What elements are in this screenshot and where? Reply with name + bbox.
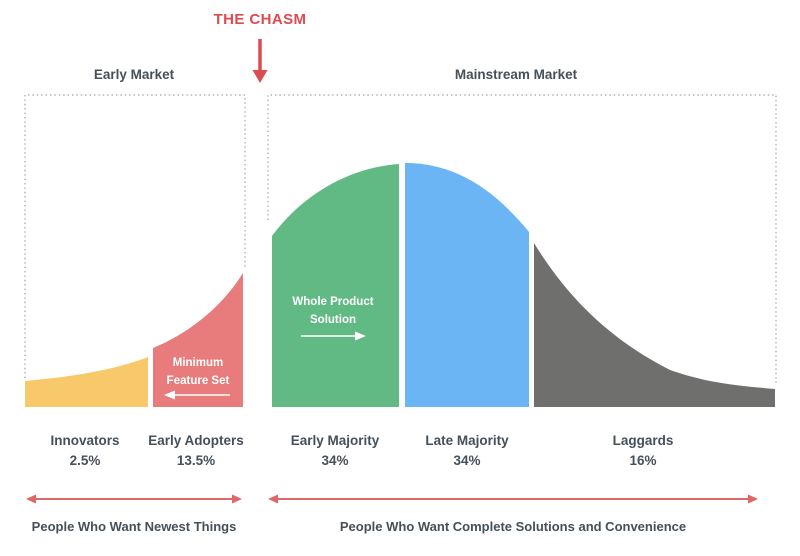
segment-label-early-majority: Early Majority 34% <box>291 433 380 468</box>
early-market-title: Early Market <box>94 67 175 82</box>
early-majority-name: Early Majority <box>291 433 380 448</box>
late-majority-name: Late Majority <box>425 433 509 448</box>
laggards-area <box>534 243 775 407</box>
mainstream-market-dotted-box <box>267 94 777 383</box>
early-adopters-name: Early Adopters <box>148 433 244 448</box>
chasm-heading: THE CHASM <box>214 11 307 28</box>
late-majority-share: 34% <box>453 453 480 468</box>
chasm-arrow-head <box>252 70 268 83</box>
mainstream-market-title: Mainstream Market <box>455 67 578 82</box>
segment-label-laggards: Laggards 16% <box>613 433 674 468</box>
early-market-span-arrow <box>26 494 242 504</box>
segment-label-innovators: Innovators 2.5% <box>50 433 119 468</box>
mainstream-market-span-arrow <box>268 494 758 504</box>
innovators-share: 2.5% <box>70 453 101 468</box>
innovators-name: Innovators <box>50 433 119 448</box>
laggards-share: 16% <box>629 453 656 468</box>
early-adopters-share: 13.5% <box>177 453 215 468</box>
early-market-audience-caption: People Who Want Newest Things <box>32 519 237 534</box>
segment-label-late-majority: Late Majority 34% <box>425 433 509 468</box>
minimum-feature-set-label-line2: Feature Set <box>167 375 230 387</box>
left-arrow-icon <box>164 390 175 400</box>
whole-product-solution-label-line1: Whole Product <box>292 296 373 308</box>
arrowhead-right-icon <box>748 494 758 504</box>
right-arrow-icon <box>355 331 366 341</box>
arrowhead-left-icon <box>268 494 278 504</box>
segment-label-early-adopters: Early Adopters 13.5% <box>148 433 244 468</box>
mainstream-market-audience-caption: People Who Want Complete Solutions and C… <box>340 519 686 534</box>
laggards-name: Laggards <box>613 433 674 448</box>
innovators-area <box>25 357 148 407</box>
early-majority-area <box>272 164 399 407</box>
early-majority-share: 34% <box>321 453 348 468</box>
late-majority-area <box>405 163 529 407</box>
early-adopters-area <box>153 273 243 407</box>
early-market-dotted-box <box>24 94 246 378</box>
arrowhead-left-icon <box>26 494 36 504</box>
whole-product-solution-label-line2: Solution <box>310 314 356 326</box>
arrowhead-right-icon <box>232 494 242 504</box>
minimum-feature-set-label-line1: Minimum <box>173 357 223 369</box>
